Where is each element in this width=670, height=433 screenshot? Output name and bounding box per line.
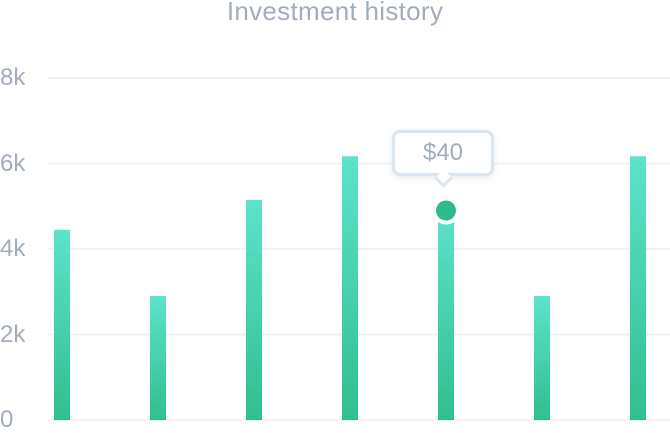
bar[interactable] bbox=[438, 210, 454, 420]
bar[interactable] bbox=[534, 296, 550, 420]
bar[interactable] bbox=[630, 156, 646, 421]
y-tick-label: 4k bbox=[0, 235, 26, 262]
y-tick-label: 6k bbox=[0, 149, 26, 177]
bar[interactable] bbox=[54, 229, 70, 420]
y-tick-label: 2k bbox=[0, 320, 26, 348]
chart-title: Investment history bbox=[226, 0, 444, 26]
y-tick-label: 8k bbox=[0, 64, 26, 91]
bar[interactable] bbox=[150, 296, 166, 420]
highlight-marker-layer bbox=[432, 196, 460, 225]
bar[interactable] bbox=[246, 199, 262, 420]
highlight-marker[interactable] bbox=[436, 200, 456, 221]
bars bbox=[54, 156, 646, 421]
bar[interactable] bbox=[342, 156, 358, 421]
grid-lines bbox=[48, 77, 670, 421]
y-tick-label: 0 bbox=[0, 406, 14, 433]
